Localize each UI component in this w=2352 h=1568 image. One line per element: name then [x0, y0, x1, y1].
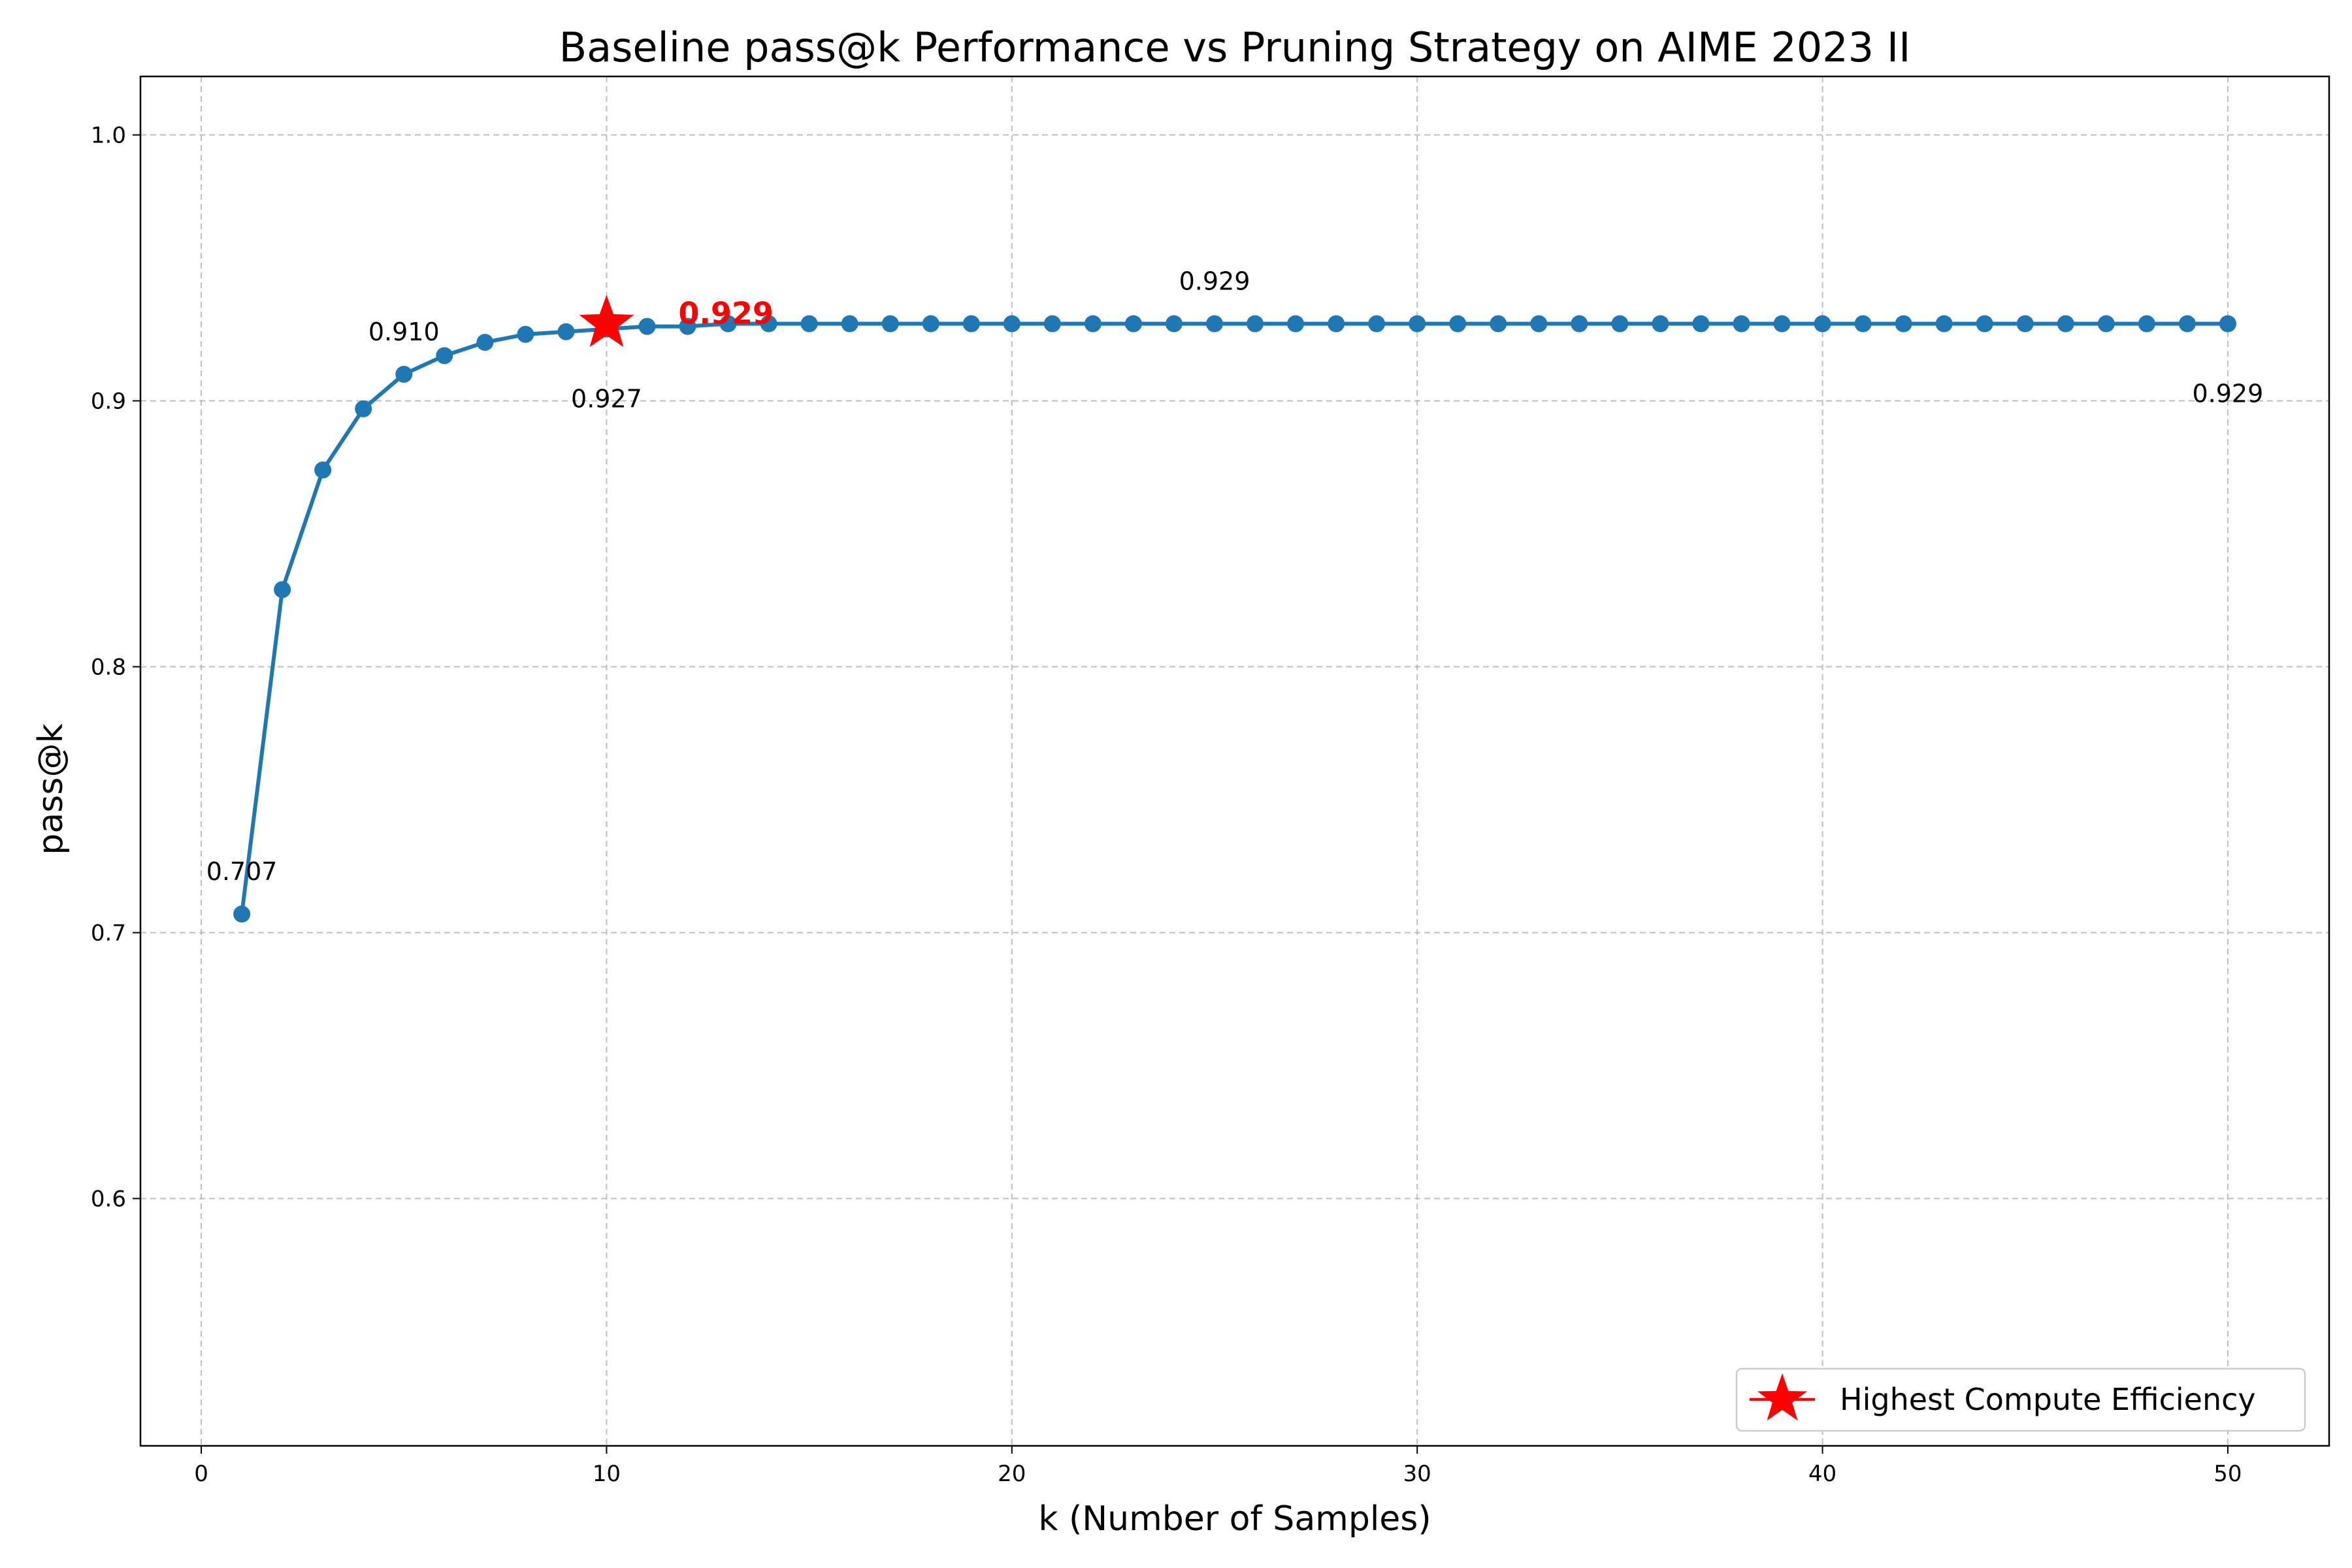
data-point: [1124, 315, 1142, 333]
data-point: [638, 318, 656, 335]
data-point: [314, 461, 332, 479]
x-tick-label: 40: [1808, 1461, 1837, 1487]
data-point: [881, 315, 899, 333]
highlight-star-marker: [579, 295, 634, 348]
data-label: 0.927: [571, 385, 642, 414]
data-point: [1814, 315, 1831, 333]
data-point: [841, 315, 858, 333]
data-point: [679, 318, 696, 335]
data-point: [800, 315, 818, 333]
data-point: [557, 323, 575, 340]
data-label: 0.929: [2193, 380, 2264, 408]
highlight-label: 0.929: [678, 296, 774, 331]
data-point: [395, 365, 413, 383]
data-point: [1530, 315, 1548, 333]
x-axis-label: k (Number of Samples): [1038, 1499, 1431, 1539]
data-point: [1003, 315, 1021, 333]
data-point: [922, 315, 939, 333]
data-point: [1571, 315, 1588, 333]
data-point: [1652, 315, 1669, 333]
data-point: [1084, 315, 1102, 333]
series-line: [240, 321, 2228, 915]
annotations: 0.707 0.910 0.927 0.929 0.929 0.929: [206, 267, 2264, 887]
data-point: [1409, 315, 1426, 333]
data-point: [2178, 315, 2196, 333]
legend-label: Highest Compute Efficiency: [1840, 1382, 2256, 1417]
series-layer: [233, 295, 2236, 923]
data-label: 0.707: [206, 857, 278, 886]
x-tick-label: 0: [194, 1461, 208, 1487]
axes: 0 10 20 30 40 50 0.6 0.7 0.8 0.9 1.0: [91, 123, 2242, 1487]
y-tick-label: 0.7: [91, 921, 126, 947]
x-tick-label: 30: [1403, 1461, 1431, 1487]
y-tick-label: 0.6: [91, 1186, 126, 1212]
chart-title: Baseline pass@k Performance vs Pruning S…: [559, 24, 1911, 71]
data-point: [2016, 315, 2034, 333]
data-point: [1043, 315, 1061, 333]
data-label: 0.929: [1179, 267, 1250, 296]
legend-star-icon: [1757, 1373, 1807, 1421]
data-point: [1773, 315, 1791, 333]
data-point: [1165, 315, 1183, 333]
data-point: [436, 347, 453, 365]
legend: Highest Compute Efficiency: [1735, 1367, 2306, 1432]
data-point: [1854, 315, 1872, 333]
data-point: [233, 906, 251, 923]
data-point: [355, 400, 372, 417]
grid: [140, 76, 2329, 1446]
data-point: [719, 315, 737, 333]
data-point: [760, 315, 777, 333]
data-label: 0.910: [368, 318, 440, 346]
y-tick-label: 0.9: [91, 389, 126, 415]
data-point: [1490, 315, 1507, 333]
data-point: [2138, 315, 2155, 333]
data-point: [517, 325, 534, 343]
data-point: [1205, 315, 1223, 333]
y-axis-label: pass@k: [31, 723, 71, 855]
data-point: [962, 315, 980, 333]
y-tick-label: 0.8: [91, 655, 126, 681]
data-point: [1692, 315, 1710, 333]
x-tick-label: 20: [998, 1461, 1026, 1487]
legend-box: [1735, 1367, 2306, 1432]
x-tick-label: 10: [593, 1461, 621, 1487]
data-point: [1449, 315, 1467, 333]
data-point: [1247, 315, 1264, 333]
data-point: [1328, 315, 1345, 333]
plot-frame: [139, 75, 2330, 1447]
data-point: [1287, 315, 1305, 333]
data-point: [1368, 315, 1386, 333]
data-point: [2097, 315, 2115, 333]
data-point: [1935, 315, 1953, 333]
data-point: [1733, 315, 1750, 333]
data-point: [2057, 315, 2074, 333]
data-point: [1976, 315, 1993, 333]
data-point: [1895, 315, 1912, 333]
data-point: [2219, 315, 2236, 333]
y-tick-label: 1.0: [91, 123, 126, 149]
data-point: [274, 581, 291, 598]
data-point: [1611, 315, 1629, 333]
x-tick-label: 50: [2213, 1461, 2242, 1487]
data-point: [476, 333, 494, 351]
